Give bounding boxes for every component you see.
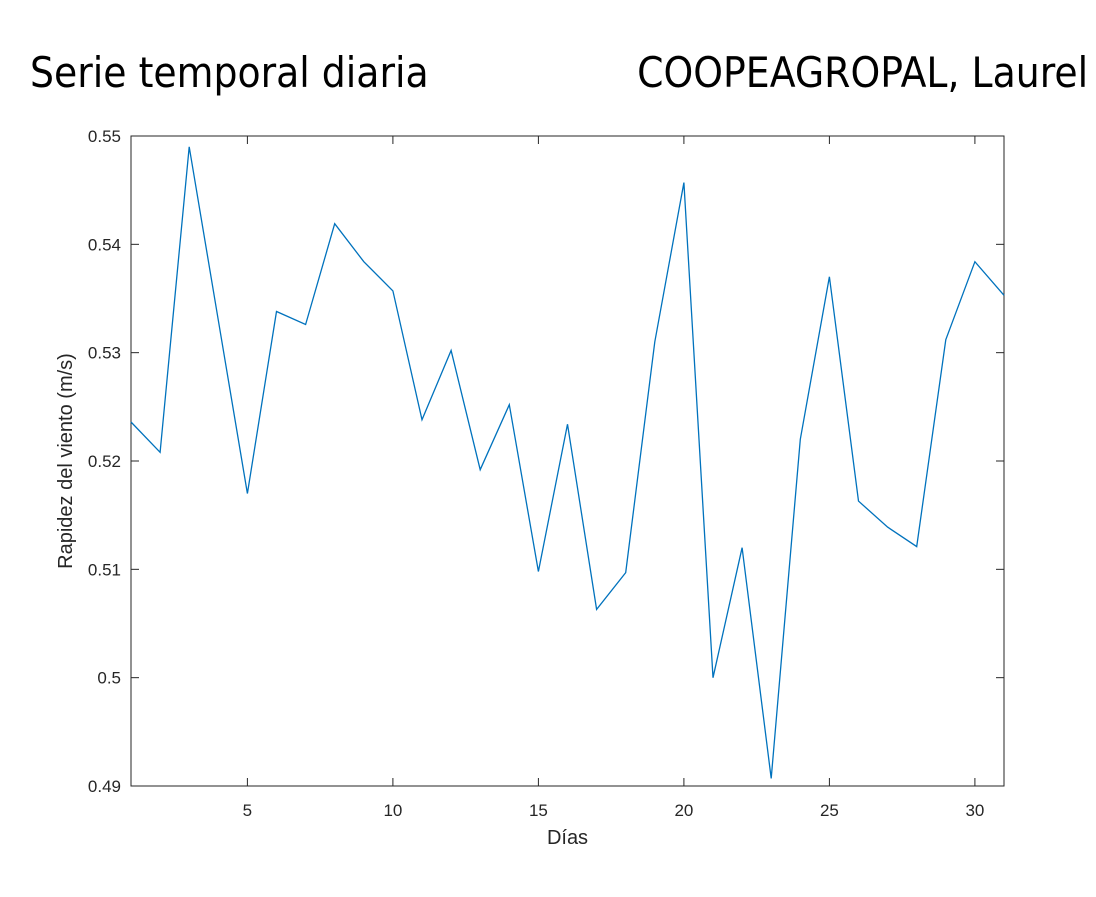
x-tick-label: 30: [965, 801, 984, 820]
chart-title-right: COOPEAGROPAL, Laurel: [636, 48, 1088, 97]
y-tick-label: 0.55: [88, 127, 121, 146]
y-axis-label: Rapidez del viento (m/s): [55, 353, 77, 569]
series-layer: [130, 146, 1005, 779]
chart-title-left: Serie temporal diaria: [30, 48, 429, 97]
y-tick-label: 0.51: [88, 560, 121, 579]
x-tick-label: 5: [243, 801, 252, 820]
y-tick-label: 0.52: [88, 452, 121, 471]
plot-frame: [130, 135, 1005, 787]
y-tick-label: 0.49: [88, 777, 121, 796]
x-tick-label: 25: [820, 801, 839, 820]
y-tick-label: 0.5: [97, 669, 121, 688]
x-tick-label: 20: [674, 801, 693, 820]
y-tick-label: 0.53: [88, 344, 121, 363]
y-tick-label: 0.54: [88, 235, 121, 254]
x-tick-label: 15: [529, 801, 548, 820]
x-axis-label: Días: [547, 827, 588, 849]
x-axis-ticks: 5 10 15 20 25 30: [243, 136, 984, 820]
x-tick-label: 10: [383, 801, 402, 820]
y-axis-ticks: 0.49 0.5 0.51 0.52 0.53 0.54 0.55: [88, 127, 1004, 796]
plot-area-border: [130, 135, 1005, 787]
series-line: [130, 146, 1005, 779]
